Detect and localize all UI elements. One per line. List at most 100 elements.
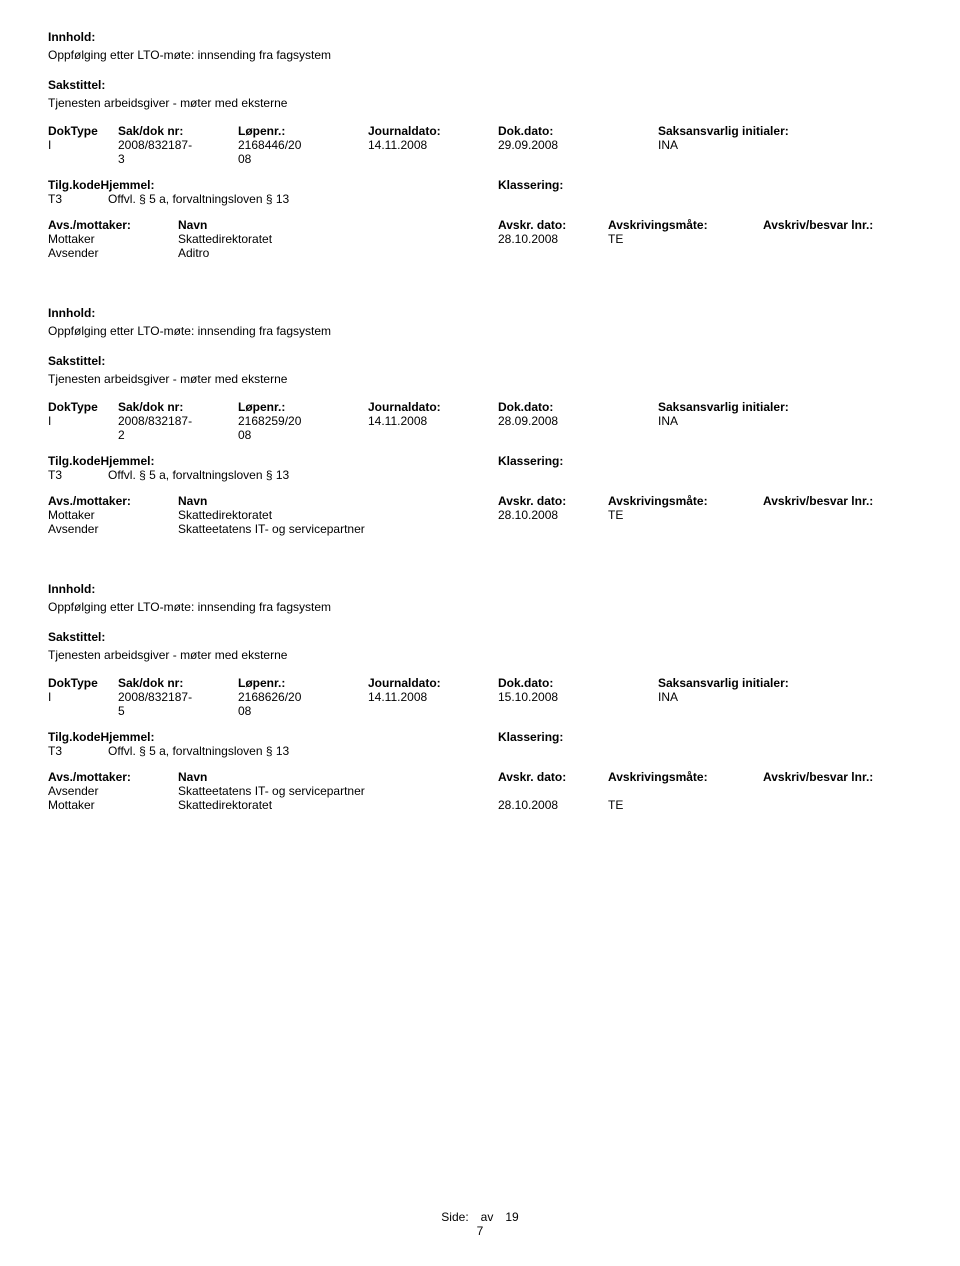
innhold-value: Oppfølging etter LTO-møte: innsending fr… [48,46,912,64]
journaldato-value: 14.11.2008 [368,138,498,152]
avs-header-row: Avs./mottaker: Navn Avskr. dato: Avskriv… [48,218,912,232]
doktype-value: I [48,414,118,428]
journaldato-value: 14.11.2008 [368,690,498,704]
lopenr-label: Løpenr.: [238,124,368,138]
avskrivbesvar-label: Avskriv/besvar lnr.: [763,494,912,508]
party-role: Mottaker [48,798,178,812]
party-avskrdato [498,784,608,798]
party-mate [608,246,763,260]
dokdato-value: 29.09.2008 [498,138,658,152]
avskrivingsmate-label: Avskrivingsmåte: [608,218,763,232]
avskrivingsmate-label: Avskrivingsmåte: [608,494,763,508]
page-footer: Side: av 19 7 [0,1210,960,1238]
saksansvarlig-label: Saksansvarlig initialer: [658,400,912,414]
innhold-label: Innhold: [48,304,912,322]
journaldato-label: Journaldato: [368,124,498,138]
sakdoknr-value2: 5 [118,704,238,718]
sakdoknr-label: Sak/dok nr: [118,676,238,690]
lopenr-value: 2168259/20 [238,414,368,428]
party-row: Mottaker Skattedirektoratet 28.10.2008 T… [48,232,912,246]
journal-record: Innhold: Oppfølging etter LTO-møte: inns… [48,304,912,536]
lopenr-value: 2168446/20 [238,138,368,152]
tilg-value-row: T3 Offvl. § 5 a, forvaltningsloven § 13 [48,192,912,206]
tilgkode-value: T3 [48,192,108,206]
party-mate: TE [608,508,763,522]
sakstittel-label: Sakstittel: [48,76,912,94]
sakstittel-value: Tjenesten arbeidsgiver - møter med ekste… [48,370,912,388]
sakdoknr-label: Sak/dok nr: [118,400,238,414]
tilg-header-row: Tilg.kodeHjemmel: Klassering: [48,730,912,744]
party-avskrdato: 28.10.2008 [498,798,608,812]
doc-value-row: I 2008/832187- 2168259/20 14.11.2008 28.… [48,414,912,428]
journaldato-value: 14.11.2008 [368,414,498,428]
sakdoknr-value: 2008/832187- [118,138,238,152]
tilg-value-row: T3 Offvl. § 5 a, forvaltningsloven § 13 [48,744,912,758]
doc-value-row: I 2008/832187- 2168626/20 14.11.2008 15.… [48,690,912,704]
sakdoknr-value: 2008/832187- [118,414,238,428]
avskrivbesvar-label: Avskriv/besvar lnr.: [763,770,912,784]
party-row: Avsender Skatteetatens IT- og servicepar… [48,522,912,536]
party-role: Mottaker [48,232,178,246]
lopenr-value: 2168626/20 [238,690,368,704]
avskrdato-label: Avskr. dato: [498,494,608,508]
sakdoknr-value2: 2 [118,428,238,442]
tilg-header-row: Tilg.kodeHjemmel: Klassering: [48,178,912,192]
sakdoknr-value2: 3 [118,152,238,166]
innhold-value: Oppfølging etter LTO-møte: innsending fr… [48,322,912,340]
sakdoknr-label: Sak/dok nr: [118,124,238,138]
tilgkode-hjemmel-label: Tilg.kodeHjemmel: [48,730,238,744]
dokdato-value: 28.09.2008 [498,414,658,428]
page-number: 7 [0,1224,960,1238]
tilgkode-value: T3 [48,468,108,482]
hjemmel-value: Offvl. § 5 a, forvaltningsloven § 13 [108,192,289,206]
avskrivbesvar-label: Avskriv/besvar lnr.: [763,218,912,232]
party-mate [608,784,763,798]
lopenr-value2: 08 [238,428,368,442]
party-name: Skatteetatens IT- og servicepartner [178,784,498,798]
journal-record: Innhold: Oppfølging etter LTO-møte: inns… [48,28,912,260]
sakstittel-label: Sakstittel: [48,352,912,370]
hjemmel-value: Offvl. § 5 a, forvaltningsloven § 13 [108,744,289,758]
sakstittel-value: Tjenesten arbeidsgiver - møter med ekste… [48,94,912,112]
journal-record: Innhold: Oppfølging etter LTO-møte: inns… [48,580,912,812]
avs-header-row: Avs./mottaker: Navn Avskr. dato: Avskriv… [48,770,912,784]
initialer-value: INA [658,138,912,152]
lopenr-label: Løpenr.: [238,676,368,690]
party-role: Avsender [48,246,178,260]
party-row: Mottaker Skattedirektoratet 28.10.2008 T… [48,798,912,812]
lopenr-value2: 08 [238,152,368,166]
lopenr-value2: 08 [238,704,368,718]
innhold-label: Innhold: [48,580,912,598]
party-mate: TE [608,798,763,812]
blank [48,152,118,166]
avsmottaker-label: Avs./mottaker: [48,218,178,232]
doc-value-row2: 3 08 [48,152,912,166]
lopenr-label: Løpenr.: [238,400,368,414]
doc-value-row2: 2 08 [48,428,912,442]
navn-label: Navn [178,218,498,232]
saksansvarlig-label: Saksansvarlig initialer: [658,676,912,690]
party-mate [608,522,763,536]
doktype-label: DokType [48,124,118,138]
dokdato-value: 15.10.2008 [498,690,658,704]
party-row: Avsender Skatteetatens IT- og servicepar… [48,784,912,798]
avskrdato-label: Avskr. dato: [498,770,608,784]
party-role: Mottaker [48,508,178,522]
doc-header-row: DokType Sak/dok nr: Løpenr.: Journaldato… [48,676,912,690]
navn-label: Navn [178,770,498,784]
party-name: Skatteetatens IT- og servicepartner [178,522,498,536]
party-name: Skattedirektoratet [178,798,498,812]
side-label: Side: [441,1210,468,1224]
party-avskrdato: 28.10.2008 [498,508,608,522]
sakdoknr-value: 2008/832187- [118,690,238,704]
party-avskrdato [498,246,608,260]
doc-value-row: I 2008/832187- 2168446/20 14.11.2008 29.… [48,138,912,152]
klassering-label: Klassering: [498,178,912,192]
journaldato-label: Journaldato: [368,400,498,414]
innhold-label: Innhold: [48,28,912,46]
tilg-value-row: T3 Offvl. § 5 a, forvaltningsloven § 13 [48,468,912,482]
party-avskrdato: 28.10.2008 [498,232,608,246]
sakstittel-value: Tjenesten arbeidsgiver - møter med ekste… [48,646,912,664]
saksansvarlig-label: Saksansvarlig initialer: [658,124,912,138]
total-pages: 19 [505,1210,518,1224]
